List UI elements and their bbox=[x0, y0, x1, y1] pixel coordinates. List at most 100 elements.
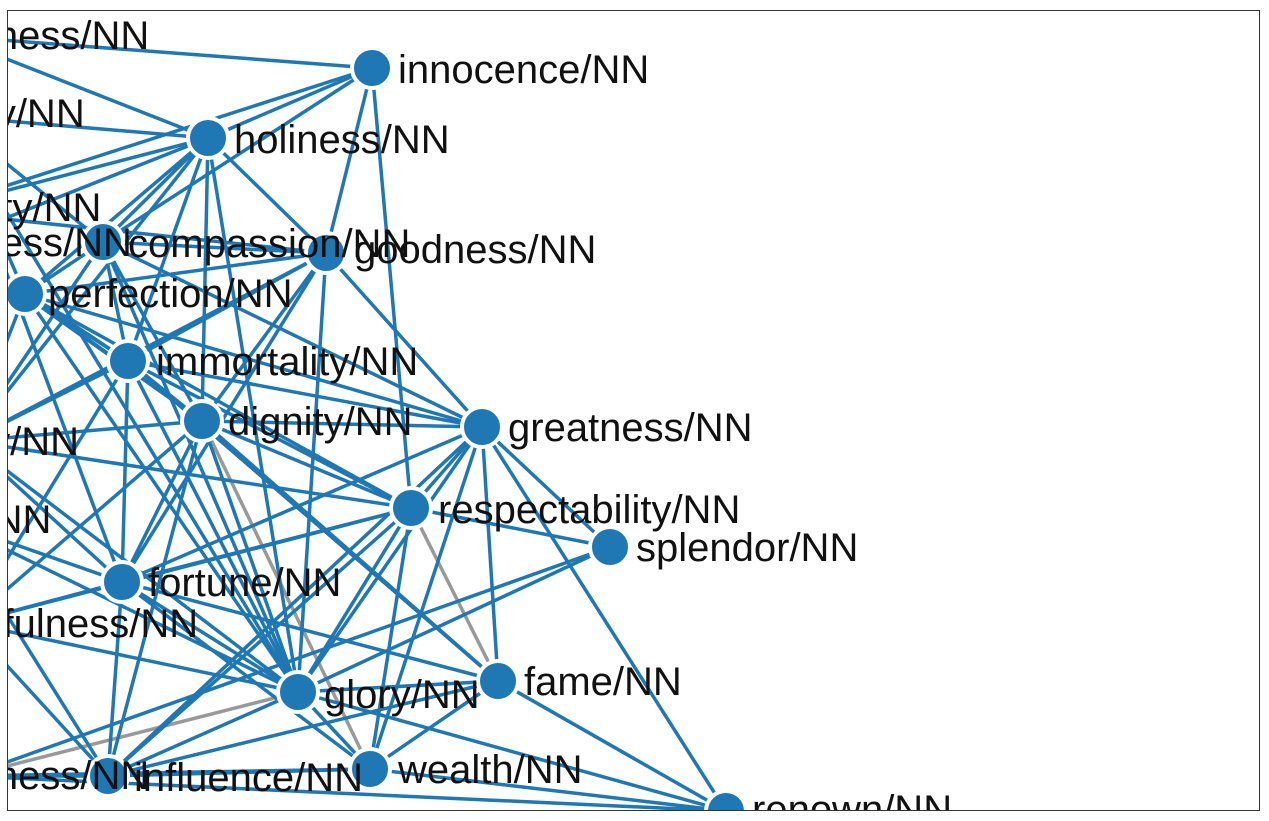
label-beauty: beauty/NN bbox=[8, 420, 79, 464]
node-immortality[interactable] bbox=[106, 339, 150, 383]
edge-glory-happiness bbox=[8, 690, 299, 768]
node-splendor[interactable] bbox=[588, 525, 632, 569]
edge-dignity-respectability bbox=[201, 419, 412, 510]
edge-immortality-glory bbox=[126, 360, 300, 693]
label-holiness: holiness/NN bbox=[234, 118, 450, 162]
graph-frame: innocence/NN holiness/NN compassion/NN good… bbox=[7, 10, 1260, 811]
edge-purity-glory bbox=[8, 211, 300, 693]
edge-wealth-renown bbox=[369, 767, 727, 810]
edge-holiness-goodness bbox=[206, 136, 328, 255]
edge-fortune-beauty bbox=[8, 475, 124, 584]
edge-holiness-sweetness bbox=[8, 136, 209, 220]
edge-compassion-glory bbox=[101, 241, 300, 693]
edge-dignity-usefulness bbox=[8, 419, 204, 591]
edge-fame-renown bbox=[497, 679, 727, 810]
edge-immortality-fortune bbox=[120, 360, 130, 583]
node-dignity[interactable] bbox=[180, 399, 224, 443]
edge-respectability-splendor bbox=[410, 506, 611, 549]
edge-nobility-fortune bbox=[8, 540, 123, 584]
label-dignity: dignity/NN bbox=[228, 400, 413, 444]
label-innocence: innocence/NN bbox=[398, 48, 649, 92]
edge-greatness-wealth bbox=[368, 426, 484, 770]
edge-greatness-influence bbox=[106, 425, 484, 778]
label-happiness: happiness/NN bbox=[8, 754, 149, 798]
edge-innocence-respectability bbox=[370, 67, 413, 509]
edge-immortality-respectability bbox=[127, 359, 412, 510]
label-layer: innocence/NN holiness/NN compassion/NNgood… bbox=[8, 14, 952, 811]
label-piety: piety/NN bbox=[8, 186, 101, 230]
edge-purity-fortune bbox=[8, 271, 124, 583]
node-holiness[interactable] bbox=[186, 116, 230, 160]
edge-fortune-fame bbox=[121, 580, 499, 683]
edge-holiness-compassion bbox=[101, 136, 210, 244]
node-greatness[interactable] bbox=[460, 405, 504, 449]
node-goodness[interactable] bbox=[304, 231, 348, 275]
edge-dignity-fortune bbox=[120, 420, 204, 583]
edge-compassion-goodness bbox=[102, 240, 327, 255]
edge-fame-influence bbox=[107, 679, 499, 778]
label-purity: purity/NN bbox=[8, 92, 85, 136]
label-compassion: compassion/NN bbox=[128, 222, 410, 266]
edge-piety-goodness bbox=[8, 217, 327, 255]
label-nobility: nobility/NN bbox=[8, 498, 51, 542]
node-fortune[interactable] bbox=[100, 560, 144, 604]
label-fortune: fortune/NN bbox=[148, 561, 341, 605]
edge-innocence-nobleness bbox=[8, 38, 373, 70]
edge-influence-usefulness bbox=[8, 664, 110, 778]
edge-perfection-respectability bbox=[24, 292, 412, 510]
node-innocence[interactable] bbox=[350, 46, 394, 90]
edge-fortune-wealth bbox=[120, 580, 372, 771]
label-wealth: wealth/NN bbox=[397, 748, 583, 792]
label-respectability: respectability/NN bbox=[438, 488, 740, 532]
edge-holiness-immortality bbox=[126, 137, 210, 362]
edge-innocence-piety bbox=[8, 66, 373, 188]
label-fame: fame/NN bbox=[524, 660, 682, 704]
label-usefulness: usefulness/NN bbox=[8, 602, 198, 646]
label-glory: glory/NN bbox=[324, 673, 480, 717]
edge-innocence-holiness bbox=[207, 66, 373, 140]
edge-perfection-greatness bbox=[24, 292, 483, 429]
edge-layer bbox=[8, 38, 728, 810]
edge-holiness-glory bbox=[206, 137, 300, 693]
edge-goodness-fortune bbox=[120, 252, 328, 583]
label-splendor: splendor/NN bbox=[636, 526, 858, 570]
node-renown[interactable] bbox=[704, 789, 748, 811]
edge-splendor-glory bbox=[297, 545, 611, 694]
edge-nobility-influence bbox=[8, 613, 110, 777]
node-glory[interactable] bbox=[276, 670, 320, 714]
edge-greatness-renown bbox=[480, 426, 728, 810]
edge-holiness-purity bbox=[8, 119, 209, 140]
edge-perfection-purity bbox=[8, 250, 27, 295]
node-fame[interactable] bbox=[476, 659, 520, 703]
edge-dignity-greatness bbox=[201, 419, 483, 429]
edge-fame-wealth bbox=[369, 679, 499, 771]
edge-respectability-wealth bbox=[368, 507, 413, 770]
label-influence: influence/NN bbox=[134, 756, 363, 800]
edge-perfection-glory bbox=[23, 293, 300, 693]
edge-holiness-perfection bbox=[23, 136, 210, 296]
node-compassion[interactable] bbox=[81, 220, 125, 264]
edge-goodness-perfection bbox=[24, 251, 327, 296]
edge-glory-fame bbox=[297, 679, 499, 694]
node-respectability[interactable] bbox=[389, 486, 433, 530]
edge-holiness-beauty bbox=[8, 136, 210, 394]
edge-goodness-glory bbox=[296, 252, 328, 693]
node-perfection[interactable] bbox=[8, 272, 47, 316]
edge-respectability-fame bbox=[409, 507, 500, 682]
edge-dignity-influence bbox=[106, 420, 204, 777]
edge-glory-usefulness bbox=[8, 629, 299, 694]
edge-innocence-goodness bbox=[324, 67, 374, 254]
edge-respectability-beauty bbox=[8, 445, 412, 510]
edge-immortality-beauty bbox=[8, 359, 129, 423]
edge-fortune-usefulness bbox=[8, 580, 123, 615]
label-goodness: goodness/NN bbox=[354, 228, 596, 272]
edge-goodness-dignity bbox=[200, 251, 328, 423]
node-influence[interactable] bbox=[86, 754, 130, 798]
word-network-graph[interactable]: innocence/NN holiness/NN compassion/NNgood… bbox=[8, 11, 1260, 811]
node-wealth[interactable] bbox=[348, 747, 392, 791]
edge-respectability-influence bbox=[106, 506, 413, 778]
node-layer bbox=[8, 46, 748, 811]
label-renown: renown/NN bbox=[752, 788, 952, 811]
label-immortality: immortality/NN bbox=[156, 340, 418, 384]
edge-dignity-glory bbox=[200, 420, 300, 693]
